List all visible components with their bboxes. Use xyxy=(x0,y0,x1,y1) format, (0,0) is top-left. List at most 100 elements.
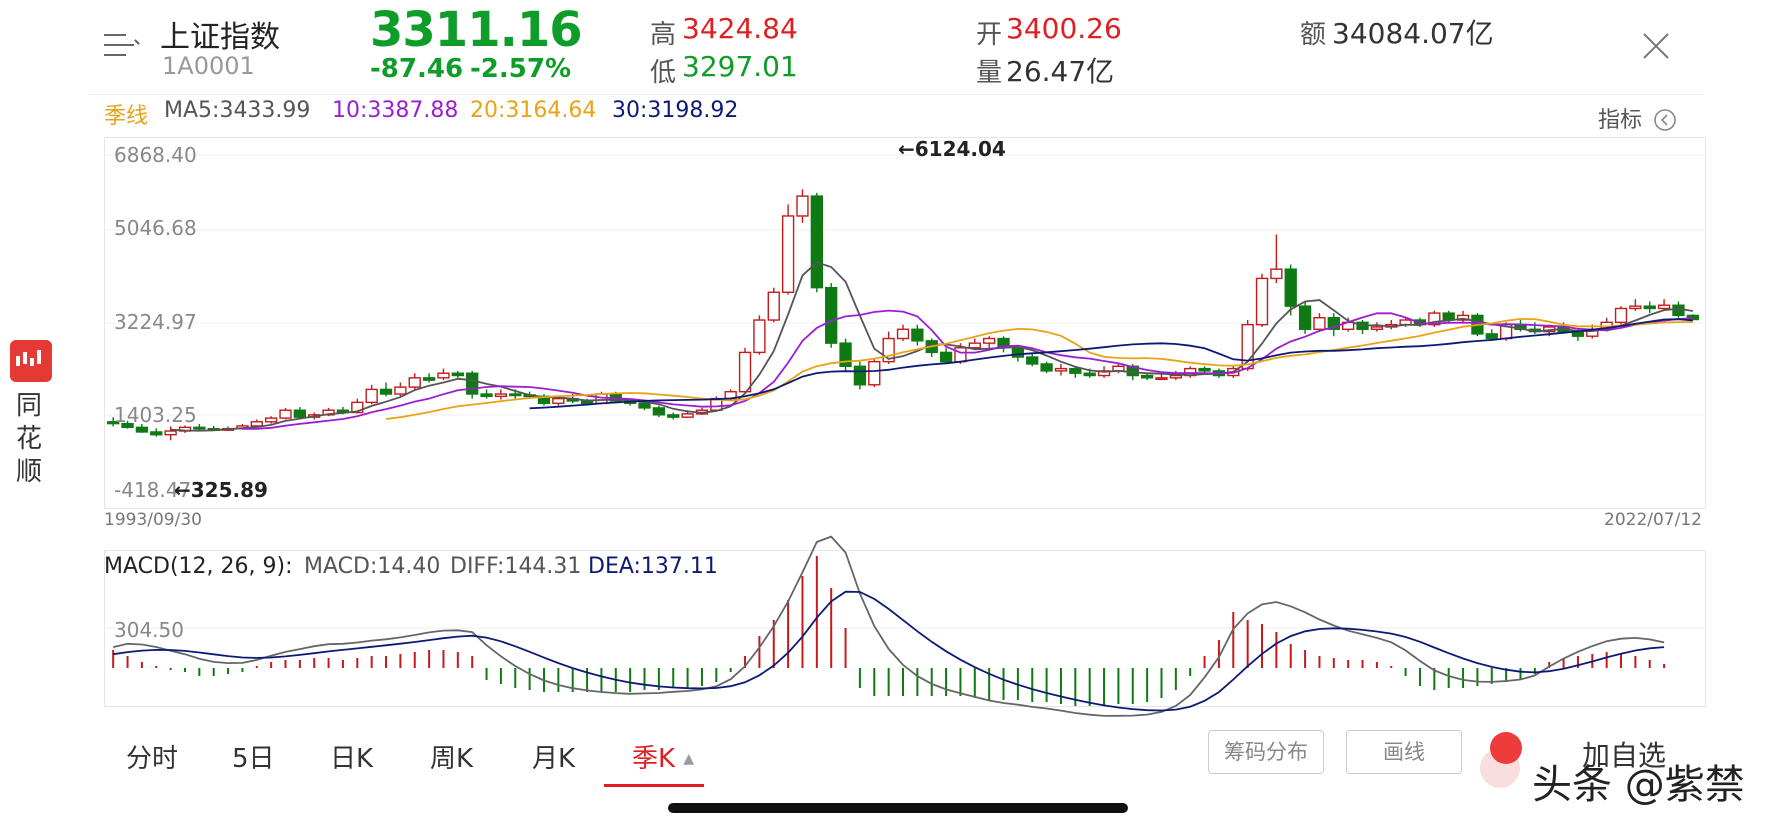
chevron-left-circle-icon xyxy=(1654,109,1676,131)
candle-body xyxy=(494,393,508,398)
high-marker: ←6124.04 xyxy=(898,137,1006,161)
candle-body xyxy=(379,388,393,395)
y-label-1: 6868.40 xyxy=(114,143,197,167)
candle-body xyxy=(983,337,996,344)
volume-label: 量 xyxy=(976,58,1003,88)
candle-body xyxy=(365,388,378,404)
menu-icon[interactable] xyxy=(104,30,140,62)
candle-body xyxy=(753,319,766,354)
candle-body xyxy=(1442,312,1455,321)
chart-mini-icon xyxy=(16,350,41,366)
low-label: 低 xyxy=(650,58,677,88)
candle-body xyxy=(135,426,149,433)
candle-body xyxy=(1313,317,1326,330)
candle-body xyxy=(552,397,565,404)
candle-body xyxy=(394,386,407,395)
candle-body xyxy=(1270,268,1283,280)
ma20-line xyxy=(385,317,1693,420)
candle-body xyxy=(279,409,292,419)
candle-body xyxy=(1614,307,1628,324)
high-label: 高 xyxy=(650,20,677,50)
candle-body xyxy=(1672,304,1685,317)
candle-body xyxy=(667,414,680,418)
ma10-line xyxy=(242,309,1693,430)
candle-body xyxy=(1083,372,1096,377)
kline-chart-frame[interactable] xyxy=(104,137,1706,509)
candle-body xyxy=(422,377,436,381)
candle-body xyxy=(250,421,263,427)
candle-body xyxy=(839,342,852,367)
candle-body xyxy=(1370,326,1384,330)
candle-body xyxy=(796,195,809,217)
draw-line-button[interactable]: 画线 xyxy=(1346,730,1462,774)
candle-body xyxy=(810,195,823,289)
candle-body xyxy=(1485,333,1498,340)
tab-intraday[interactable]: 分时 xyxy=(126,744,179,774)
candle-body xyxy=(1026,356,1039,365)
watermark-text: 头条 @紫禁 xyxy=(1532,762,1745,808)
chip-distribution-button[interactable]: 筹码分布 xyxy=(1208,730,1324,774)
candle-body xyxy=(1155,377,1168,381)
candle-body xyxy=(853,365,867,386)
current-price: 3311.16 xyxy=(370,2,583,58)
candle-body xyxy=(1011,347,1025,358)
active-tab-underline xyxy=(604,784,704,787)
ma5-line xyxy=(170,261,1693,432)
price-change-percent: -2.57% xyxy=(470,54,571,84)
ma30-value: 30:3198.92 xyxy=(612,98,739,123)
low-marker: ←325.89 xyxy=(174,478,268,502)
candle-body xyxy=(1629,305,1642,310)
close-icon[interactable] xyxy=(1640,30,1672,62)
tab-daily-k[interactable]: 日K xyxy=(330,744,374,774)
macd-title: MACD(12, 26, 9): xyxy=(104,554,293,579)
macd-value: MACD:14.40 xyxy=(304,554,441,579)
candle-body xyxy=(466,372,479,395)
candle-body xyxy=(896,328,910,340)
candle-body xyxy=(825,286,838,344)
macd-y-label: 304.50 xyxy=(114,618,184,642)
tab-5day[interactable]: 5日 xyxy=(232,744,275,774)
ma30-line xyxy=(529,318,1693,410)
caret-up-icon: ▲ xyxy=(683,751,695,767)
indicator-button-label: 指标 xyxy=(1598,108,1643,133)
candle-body xyxy=(451,372,464,377)
y-label-2: 5046.68 xyxy=(114,216,197,240)
candle-body xyxy=(954,347,967,363)
high-value: 3424.84 xyxy=(682,12,798,45)
macd-chart-frame[interactable] xyxy=(104,550,1706,707)
candle-body xyxy=(1657,304,1671,310)
tonghuashun-logo-icon[interactable] xyxy=(10,340,52,382)
end-date: 2022/07/12 xyxy=(1604,510,1702,530)
home-indicator[interactable] xyxy=(668,803,1128,813)
candle-body xyxy=(882,337,895,363)
candle-body xyxy=(1298,305,1312,330)
add-watch-dot-icon[interactable] xyxy=(1490,732,1522,764)
open-value: 3400.26 xyxy=(1006,12,1122,45)
candle-body xyxy=(351,401,364,414)
candle-body xyxy=(1198,367,1211,372)
ma-period-label: 季线 xyxy=(104,104,149,129)
header-divider xyxy=(88,94,1704,95)
diff-line xyxy=(112,535,1665,717)
amount-value: 34084.07亿 xyxy=(1332,17,1494,50)
candle-body xyxy=(1255,277,1269,326)
candle-body xyxy=(911,328,924,342)
add-to-watchlist-button[interactable]: 加自选 xyxy=(1582,739,1667,772)
candle-body xyxy=(1428,312,1441,326)
candle-body xyxy=(1054,367,1068,372)
tab-monthly-k[interactable]: 月K xyxy=(532,744,576,774)
candle-body xyxy=(738,351,752,393)
volume-value: 26.47亿 xyxy=(1006,55,1115,88)
indicator-button[interactable]: 指标 xyxy=(1598,102,1677,134)
tab-quarterly-k[interactable]: 季K ▲ xyxy=(632,738,694,775)
index-name: 上证指数 xyxy=(160,20,280,55)
candle-body xyxy=(293,409,307,418)
candle-body xyxy=(1069,367,1082,374)
candle-body xyxy=(1327,317,1340,330)
candle-body xyxy=(1643,305,1656,310)
tab-weekly-k[interactable]: 周K xyxy=(430,744,474,774)
candle-body xyxy=(1140,374,1154,379)
candle-body xyxy=(107,421,120,425)
candle-body xyxy=(121,422,134,429)
